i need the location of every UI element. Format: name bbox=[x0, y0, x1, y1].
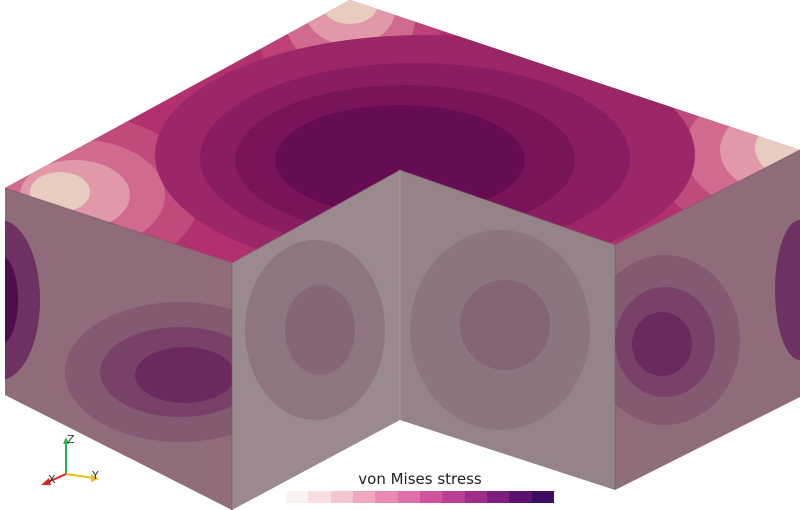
x-axis-arrow-icon bbox=[41, 478, 51, 485]
legend-swatch bbox=[308, 491, 331, 503]
y-axis-line bbox=[65, 473, 95, 479]
x-axis-line bbox=[47, 473, 67, 483]
legend-swatch bbox=[419, 491, 443, 503]
legend-swatch bbox=[286, 491, 309, 503]
legend-swatch bbox=[464, 491, 487, 503]
legend-swatch bbox=[375, 491, 398, 503]
z-axis-label: Z bbox=[67, 433, 75, 446]
legend-swatch bbox=[352, 491, 376, 503]
y-axis-label: Y bbox=[92, 469, 99, 482]
axes-triad-graphic bbox=[41, 437, 99, 485]
legend-swatch bbox=[486, 491, 510, 503]
legend-swatch bbox=[442, 491, 465, 503]
legend-swatch bbox=[531, 491, 554, 503]
z-axis-arrow-icon bbox=[63, 437, 69, 444]
x-axis-label: X bbox=[48, 473, 56, 486]
legend-swatch bbox=[509, 491, 532, 503]
legend-swatch bbox=[330, 491, 353, 503]
y-axis-arrow-icon bbox=[91, 474, 99, 482]
orientation-axes-triad: Z Y X bbox=[36, 430, 106, 490]
model-edges bbox=[4, 149, 800, 510]
legend-color-bar bbox=[286, 491, 554, 503]
legend-swatch bbox=[397, 491, 420, 503]
legend-title: von Mises stress bbox=[358, 470, 482, 488]
